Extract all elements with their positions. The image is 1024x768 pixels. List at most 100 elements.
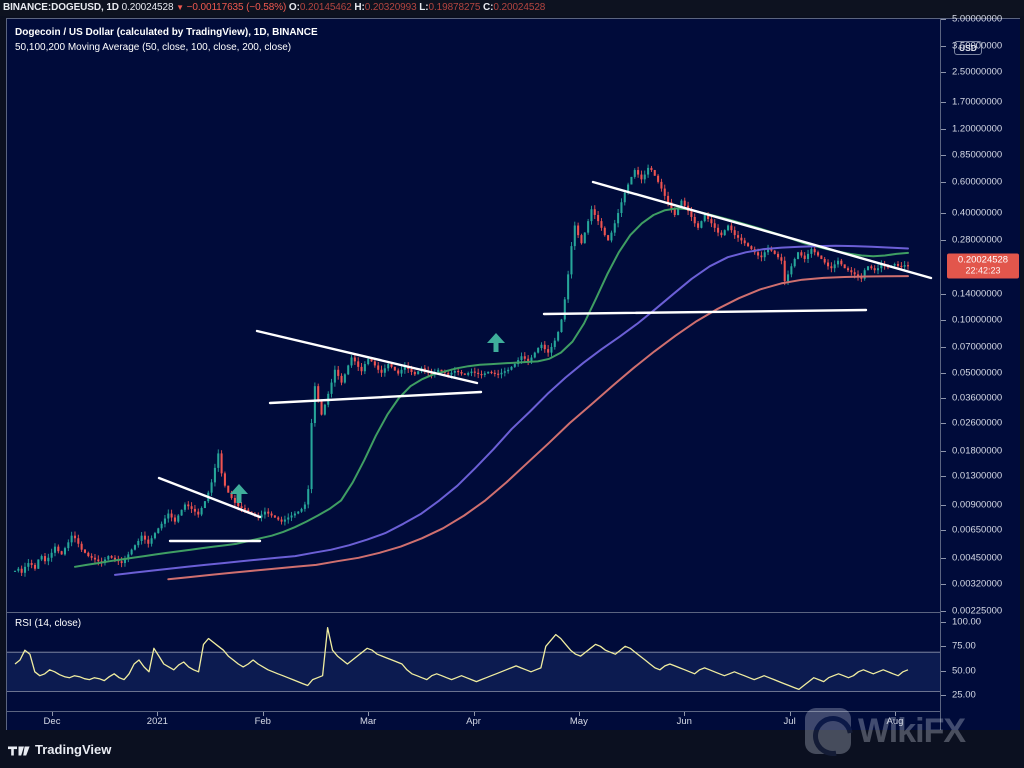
chart-title-legend: Dogecoin / US Dollar (calculated by Trad… [15,27,318,38]
rsi-axis-tick [941,695,946,697]
quote-last-price: 0.20024528 [121,2,174,13]
tradingview-logo-text: TradingView [35,742,112,757]
price-axis-tick [941,529,946,531]
quote-change-percent: (−0.58%) [246,2,287,13]
price-axis-label: 1.70000000 [952,96,1003,108]
price-axis-tick [941,46,946,48]
quote-low-value: 0.19878275 [428,2,481,13]
rsi-axis-label: 75.00 [952,640,976,652]
time-axis-label: Jun [676,716,692,727]
price-axis-tick [941,213,946,215]
buy-arrow-marker [230,484,248,503]
quote-low-label: L: [419,2,429,13]
candlestick-series [13,164,910,577]
time-axis-label: Aug [886,716,904,727]
price-axis-label: 0.10000000 [952,314,1003,326]
price-axis-tick [941,398,946,399]
quote-open-value: 0.20145462 [299,2,352,13]
time-axis-tick [368,712,370,716]
price-axis-tick [941,19,946,20]
price-axis-label: 0.05000000 [952,367,1003,379]
quote-change: −0.00117635 [186,2,244,13]
currency-badge: USD [954,41,982,55]
rsi-axis-label: 25.00 [952,689,976,701]
price-axis[interactable]: USD 0.20024528 22:42:23 5.00000000 3.5000… [940,14,1020,730]
price-axis-label: 0.00320000 [952,578,1003,590]
price-axis-label: 0.00225000 [952,605,1003,617]
rsi-axis-label: 100.00 [952,616,982,628]
price-axis-label: 1.20000000 [952,123,1003,135]
time-axis-tick [578,712,580,716]
time-axis-tick [895,712,896,716]
price-axis-label: 0.85000000 [952,149,1003,161]
price-axis-tick [941,346,946,348]
rsi-pane[interactable]: RSI (14, close) [7,612,940,710]
rsi-band [7,652,940,692]
price-axis-tick [941,72,946,74]
price-axis-label: 0.07000000 [952,341,1003,353]
time-axis-label: May [569,716,588,727]
price-axis-label: 0.03600000 [952,392,1003,404]
quote-high-label: H: [354,2,365,13]
time-axis-label: Mar [359,716,377,727]
price-axis-label: 0.02600000 [952,417,1003,429]
price-axis-tick [941,101,946,103]
rsi-axis-tick [941,621,946,623]
price-axis-tick [941,128,946,130]
buy-arrow-marker [487,333,505,352]
quote-bar: BINANCE:DOGEUSD, 1D 0.20024528 ▼ −0.0011… [0,0,1024,16]
time-axis-label: Jul [783,716,796,727]
price-axis-label: 0.01800000 [952,445,1003,457]
rsi-line [14,627,909,691]
price-axis-tick [941,240,946,242]
rsi-axis-label: 50.00 [952,665,976,677]
price-axis-label: 0.00450000 [952,552,1003,564]
time-axis-tick [157,712,159,716]
price-pane[interactable]: Dogecoin / US Dollar (calculated by Trad… [7,19,940,611]
time-axis-tick [473,712,475,716]
ma-200-line [167,275,909,581]
price-axis-tick [941,504,946,506]
tradingview-logo-icon [8,743,30,756]
price-axis-tick [941,372,946,374]
quote-close-label: C: [483,2,494,13]
tradingview-branding[interactable]: TradingView [8,742,111,757]
rsi-axis-tick [941,646,946,648]
time-axis-tick [262,712,264,716]
price-axis-tick [941,451,946,453]
time-axis-label: Feb [254,716,271,727]
quote-interval[interactable]: 1D [106,2,119,13]
price-axis-label: 0.01300000 [952,470,1003,482]
moving-average-legend: 50,100,200 Moving Average (50, close, 10… [15,42,292,53]
price-axis-label: 0.60000000 [952,176,1003,188]
price-axis-tick [941,476,946,478]
quote-high-value: 0.20320993 [364,2,417,13]
price-axis-label: 2.50000000 [952,66,1003,78]
price-axis-tick [941,293,946,295]
current-price-value: 0.20024528 [957,254,1009,266]
trendline-drawings[interactable] [157,180,933,543]
quote-open-label: O: [288,2,300,13]
time-axis-tick [684,712,686,716]
quote-direction-icon: ▼ [176,3,184,12]
price-axis-tick [941,319,946,321]
price-axis-label: 3.50000000 [952,40,1003,52]
price-axis-label: 0.40000000 [952,207,1003,219]
ma-100-line [114,244,909,576]
quote-symbol[interactable]: BINANCE:DOGEUSD [3,2,101,13]
rsi-legend: RSI (14, close) [15,618,82,629]
chart-frame: Dogecoin / US Dollar (calculated by Trad… [6,14,1020,730]
price-axis-label: 0.00900000 [952,499,1003,510]
time-axis-tick [52,712,53,716]
bar-countdown: 22:42:23 [965,265,1001,276]
price-plot [13,164,933,581]
current-price-tag: 0.20024528 22:42:23 [947,253,1019,279]
price-axis-tick [941,557,946,559]
ma-50-line [74,207,909,568]
time-axis[interactable]: Dec 2021 Feb Mar Apr May Jun Jul Aug [7,711,940,730]
price-axis-label: 0.28000000 [952,234,1003,246]
price-axis-tick [941,155,946,157]
price-axis-tick [941,423,946,424]
quote-close-value: 0.20024528 [493,2,546,13]
